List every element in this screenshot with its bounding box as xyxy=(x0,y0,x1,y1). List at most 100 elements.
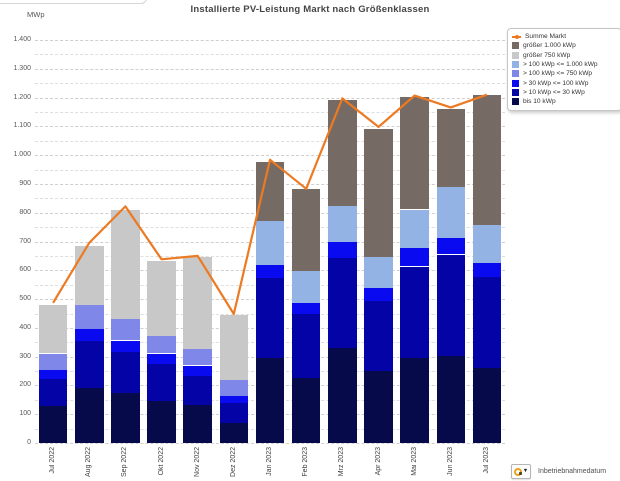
bar-segment[interactable] xyxy=(38,379,68,406)
bar-segment[interactable] xyxy=(436,187,465,238)
bar-segment[interactable] xyxy=(38,353,68,370)
bar-segment[interactable] xyxy=(436,237,465,255)
bar-segment[interactable] xyxy=(472,276,502,368)
bar-segment[interactable] xyxy=(183,404,212,443)
legend-item: größer 750 kWp xyxy=(512,51,618,60)
bar-segment[interactable] xyxy=(219,314,249,380)
gridline xyxy=(35,140,505,142)
y-axis-tick-label: 1.400 xyxy=(13,36,31,43)
x-axis-tick-label[interactable]: Apr 2023 xyxy=(374,447,382,476)
bar-segment[interactable] xyxy=(400,266,429,358)
bar-segment[interactable] xyxy=(147,401,176,443)
y-axis-tick-label: 200 xyxy=(19,381,31,389)
bar-segment[interactable] xyxy=(38,305,68,354)
bar-segment[interactable] xyxy=(328,242,357,258)
x-axis-tick-label[interactable]: Feb 2023 xyxy=(302,447,310,477)
bar-segment[interactable] xyxy=(364,300,393,372)
bar-segment[interactable] xyxy=(75,387,104,443)
bar-segment[interactable] xyxy=(38,369,68,380)
y-axis-tick-label: 1.200 xyxy=(13,93,31,101)
bar-segment[interactable] xyxy=(364,256,393,288)
gridline xyxy=(35,54,505,56)
y-axis-tick-label: 800 xyxy=(19,208,31,216)
bar-segment[interactable] xyxy=(328,347,357,443)
x-axis-tick-label[interactable]: Jun 2023 xyxy=(446,447,454,476)
y-axis-tick-label: 1.100 xyxy=(13,122,31,130)
x-axis-tick-label[interactable]: Jan 2023 xyxy=(266,447,273,476)
bar-segment[interactable] xyxy=(111,209,140,319)
bar-segment[interactable] xyxy=(147,260,176,336)
bar-segment[interactable] xyxy=(291,189,321,271)
x-axis-tick-label[interactable]: Dez 2022 xyxy=(229,447,237,477)
bar-segment[interactable] xyxy=(328,257,357,348)
bar-segment[interactable] xyxy=(291,270,321,303)
bar-segment[interactable] xyxy=(183,365,212,377)
bar-segment[interactable] xyxy=(364,371,393,443)
color-swatch-icon xyxy=(512,42,519,50)
bar-segment[interactable] xyxy=(183,376,212,405)
gridline xyxy=(35,112,505,113)
x-axis-tick-label[interactable]: Aug 2022 xyxy=(85,447,93,477)
bar-segment[interactable] xyxy=(400,96,429,210)
x-axis-tick-label[interactable]: Jul 2022 xyxy=(49,447,57,474)
bar-segment[interactable] xyxy=(291,302,321,315)
bar-segment[interactable] xyxy=(400,357,429,443)
bar-segment[interactable] xyxy=(75,329,104,341)
bar-segment[interactable] xyxy=(436,254,465,356)
bar-segment[interactable] xyxy=(111,340,140,353)
x-axis-tick-label[interactable]: Mrz 2023 xyxy=(338,447,346,477)
bar-segment[interactable] xyxy=(183,257,212,350)
bar-segment[interactable] xyxy=(147,353,176,365)
line-marker-icon xyxy=(512,33,521,40)
bar-segment[interactable] xyxy=(400,247,429,267)
bar-segment[interactable] xyxy=(183,349,212,366)
dimension-cycle-control: ▼ Inbetriebnahmedatum xyxy=(511,464,606,479)
bar-segment[interactable] xyxy=(255,264,285,279)
bar-segment[interactable] xyxy=(75,340,104,388)
x-axis-tick-label[interactable]: Okt 2022 xyxy=(157,447,165,476)
bar-segment[interactable] xyxy=(255,278,285,358)
color-swatch-icon xyxy=(512,61,519,69)
bar-segment[interactable] xyxy=(472,95,502,226)
gridline xyxy=(35,83,505,85)
bar-segment[interactable] xyxy=(472,263,502,277)
bar-segment[interactable] xyxy=(147,364,176,401)
bar-segment[interactable] xyxy=(328,100,357,207)
bar-segment[interactable] xyxy=(75,246,104,305)
bar-segment[interactable] xyxy=(364,287,393,301)
legend-label: größer 750 kWp xyxy=(523,51,571,59)
bar-segment[interactable] xyxy=(436,355,465,443)
y-axis-tick-label: 1.300 xyxy=(13,64,31,72)
bar-segment[interactable] xyxy=(111,318,140,341)
x-axis-tick-label[interactable]: Jul 2023 xyxy=(482,447,490,474)
x-axis-tick-label[interactable]: Mai 2023 xyxy=(410,447,418,476)
bar-segment[interactable] xyxy=(364,128,393,257)
x-axis-tick-label[interactable]: Nov 2022 xyxy=(193,447,201,477)
bar-segment[interactable] xyxy=(472,225,502,264)
bar-segment[interactable] xyxy=(111,392,140,443)
x-axis-tick-label[interactable]: Sep 2022 xyxy=(121,447,129,477)
bar-segment[interactable] xyxy=(436,108,465,188)
bar-segment[interactable] xyxy=(219,379,249,397)
bar-segment[interactable] xyxy=(255,161,285,222)
bar-segment[interactable] xyxy=(255,221,285,265)
bar-segment[interactable] xyxy=(219,396,249,403)
bar-segment[interactable] xyxy=(38,405,68,443)
bar-segment[interactable] xyxy=(291,314,321,378)
chevron-down-icon[interactable]: ▼ xyxy=(522,468,529,474)
y-axis-tick-label: 0 xyxy=(27,439,31,446)
bar-segment[interactable] xyxy=(219,403,249,424)
y-axis-tick-label: 500 xyxy=(19,295,31,303)
bar-segment[interactable] xyxy=(111,352,140,393)
bar-segment[interactable] xyxy=(219,423,249,443)
bar-segment[interactable] xyxy=(255,357,285,443)
bar-segment[interactable] xyxy=(291,377,321,443)
bar-segment[interactable] xyxy=(328,206,357,243)
cycle-group-button[interactable]: ▼ xyxy=(511,464,531,479)
legend-item: > 10 kWp <= 30 kWp xyxy=(512,88,618,97)
bar-segment[interactable] xyxy=(75,304,104,329)
bar-segment[interactable] xyxy=(400,209,429,248)
bar-segment[interactable] xyxy=(147,335,176,354)
legend-label: > 10 kWp <= 30 kWp xyxy=(523,88,585,96)
bar-segment[interactable] xyxy=(472,367,502,443)
